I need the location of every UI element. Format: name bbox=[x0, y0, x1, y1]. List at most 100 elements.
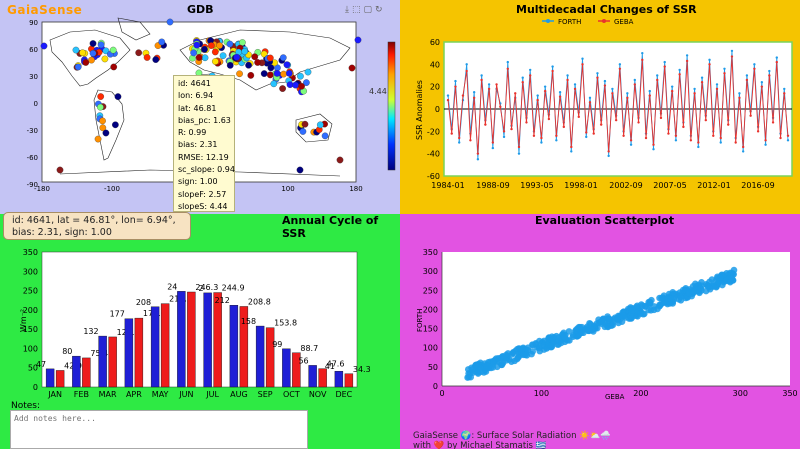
series-point bbox=[715, 83, 719, 86]
series-point bbox=[484, 123, 487, 126]
map-y-tick: -30 bbox=[27, 127, 38, 135]
map-y-tick: -90 bbox=[27, 181, 38, 189]
series-point bbox=[491, 146, 495, 150]
series-line-geba bbox=[447, 56, 789, 154]
brand-logo: GaiaSense bbox=[7, 3, 83, 17]
bar-x-tick: SEP bbox=[258, 390, 273, 399]
notes-label: Notes: bbox=[11, 401, 41, 411]
series-point bbox=[611, 92, 614, 95]
scatter-x-tick: 300 bbox=[733, 389, 748, 398]
scatter-xlabel: GEBA bbox=[605, 393, 625, 401]
bar-x-tick: AUG bbox=[230, 390, 248, 399]
tooltip-line: lon: 6.94 bbox=[178, 91, 214, 101]
series-point bbox=[667, 132, 670, 135]
station-marker bbox=[40, 42, 48, 50]
bar-value-label: 208.8 bbox=[248, 297, 271, 306]
scatter-point bbox=[514, 354, 522, 361]
series-point bbox=[528, 74, 532, 77]
bar-y-tick: 150 bbox=[23, 325, 38, 334]
ts-x-tick: 1998-01 bbox=[564, 181, 597, 190]
tooltip-line: slopeF: 2.57 bbox=[178, 189, 227, 199]
download-icon[interactable]: ⤓ bbox=[345, 5, 352, 15]
series-point bbox=[555, 134, 558, 137]
scatter-y-tick: 150 bbox=[423, 325, 438, 334]
bar-value-label: 132 bbox=[83, 327, 98, 336]
bar-geba bbox=[108, 336, 117, 388]
station-marker bbox=[233, 53, 241, 61]
series-point bbox=[783, 87, 786, 91]
notes-input[interactable] bbox=[10, 410, 308, 449]
scatter-y-tick: 350 bbox=[423, 248, 438, 257]
station-marker bbox=[135, 49, 143, 57]
station-marker bbox=[97, 93, 105, 100]
station-marker bbox=[193, 41, 201, 49]
bar-value-label: 246.3 bbox=[195, 283, 218, 292]
scatter-point bbox=[509, 349, 517, 357]
series-point bbox=[472, 91, 476, 94]
station-info-box: id: 4641, lat = 46.81°, lon= 6.94°, bias… bbox=[3, 212, 191, 240]
scatter-point bbox=[639, 302, 646, 309]
scatter-y-tick: 250 bbox=[423, 286, 438, 295]
series-point bbox=[723, 67, 726, 71]
scatter-point bbox=[550, 338, 557, 346]
series-point bbox=[738, 96, 741, 100]
annual-cycle-chart[interactable]: 4742.98075.4132129.8177178.6208216.12424… bbox=[0, 214, 400, 449]
timeseries-panel: Multidecadal Changes of SSR FORTH GEBA 60… bbox=[400, 0, 800, 214]
bar-y-tick: 0 bbox=[33, 383, 38, 392]
series-point bbox=[506, 60, 509, 64]
bar-x-tick: NOV bbox=[309, 390, 327, 399]
scatter-point bbox=[520, 351, 527, 359]
series-point bbox=[476, 152, 480, 155]
station-marker bbox=[354, 36, 362, 44]
scatter-point bbox=[545, 334, 553, 342]
scatter-y-tick: 50 bbox=[428, 363, 438, 372]
bar-x-tick: APR bbox=[126, 390, 142, 399]
legend-marker bbox=[602, 19, 606, 23]
series-point bbox=[700, 76, 704, 79]
map-title: GDB bbox=[187, 3, 214, 16]
station-marker bbox=[219, 52, 227, 60]
scatter-point bbox=[553, 332, 560, 340]
series-point bbox=[543, 89, 547, 93]
series-point bbox=[562, 125, 566, 129]
station-marker bbox=[195, 54, 203, 61]
credits-line-1: GaiaSense 🌍: Surface Solar Radiation ☀️⛅… bbox=[413, 431, 611, 441]
scatter-point bbox=[499, 359, 507, 367]
fullscreen-icon[interactable]: ▢ bbox=[363, 5, 376, 15]
station-marker bbox=[280, 70, 287, 78]
station-marker bbox=[299, 128, 307, 135]
scatter-point bbox=[545, 342, 553, 350]
series-point bbox=[540, 136, 543, 140]
tooltip-line: slopeS: 4.44 bbox=[178, 201, 228, 211]
ts-y-tick: -60 bbox=[427, 172, 440, 181]
series-point bbox=[603, 79, 607, 83]
bar-forth bbox=[124, 318, 134, 388]
series-point bbox=[786, 134, 790, 137]
bar-value-label: 208 bbox=[136, 298, 151, 307]
series-point bbox=[648, 94, 651, 97]
series-point bbox=[469, 139, 472, 142]
series-point bbox=[712, 134, 715, 137]
station-marker bbox=[88, 56, 95, 64]
series-point bbox=[487, 83, 491, 86]
series-point bbox=[753, 67, 756, 71]
bar-x-tick: FEB bbox=[74, 390, 89, 399]
series-point bbox=[760, 81, 764, 84]
bar-geba bbox=[187, 291, 196, 388]
scatter-point bbox=[718, 271, 726, 279]
scatter-y-tick: 0 bbox=[433, 382, 438, 391]
series-point bbox=[543, 85, 547, 88]
bar-geba bbox=[82, 357, 91, 388]
zoom-icon[interactable]: ⬚ bbox=[351, 5, 364, 15]
station-marker bbox=[99, 117, 106, 125]
series-point bbox=[458, 141, 461, 144]
tooltip-line: bias_pc: 1.63 bbox=[178, 115, 231, 125]
scatter-y-tick: 100 bbox=[423, 344, 438, 353]
tooltip-line: sc_slope: 0.94 bbox=[178, 165, 235, 175]
scatter-point bbox=[698, 282, 706, 290]
series-point bbox=[446, 94, 450, 97]
reset-icon[interactable]: ↻ bbox=[375, 5, 386, 15]
legend-marker bbox=[546, 19, 550, 23]
